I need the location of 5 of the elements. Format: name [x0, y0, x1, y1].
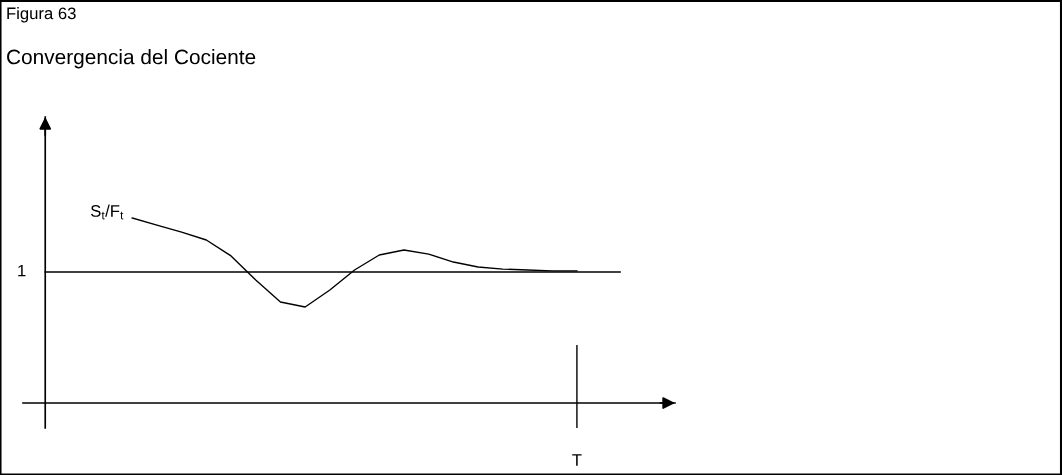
chart-title: Figura 63	[7, 7, 76, 23]
text: T	[572, 454, 582, 466]
chart-subtitle: Convergencia del Cociente	[7, 49, 256, 69]
series-label: S$_{t}$/F$_{t}$	[90, 204, 124, 220]
ref-line-label: 1	[18, 264, 26, 277]
